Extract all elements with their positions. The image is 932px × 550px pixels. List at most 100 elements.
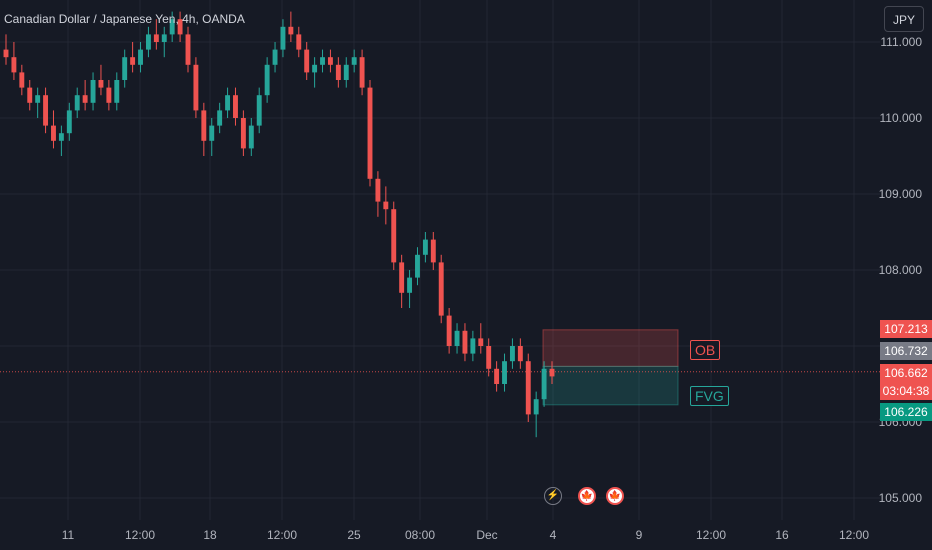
candle-body — [209, 125, 215, 141]
price-tick: 108.000 — [878, 263, 922, 277]
candle-body — [256, 95, 262, 126]
price-axis[interactable]: 111.000 110.000 109.000 108.000 106.000 … — [878, 0, 932, 520]
last-price-badge: 106.662 — [880, 364, 932, 382]
time-tick: 12:00 — [838, 528, 870, 542]
time-tick: 18 — [203, 528, 217, 542]
candle-body — [430, 239, 436, 263]
time-tick: 4 — [549, 528, 557, 542]
time-tick: 25 — [347, 528, 361, 542]
candle-body — [478, 338, 484, 346]
candle-body — [367, 87, 373, 179]
candle-body — [11, 57, 17, 73]
candle-body — [122, 57, 128, 80]
candle-body — [438, 262, 444, 316]
candle-body — [248, 125, 254, 149]
price-tick: 111.000 — [880, 35, 922, 49]
candle-body — [233, 95, 238, 118]
candle-body — [541, 368, 547, 400]
candle-body — [27, 87, 33, 103]
candle-body — [399, 262, 405, 293]
candle-body — [533, 399, 539, 415]
candle-body — [51, 125, 56, 141]
candle-body — [201, 110, 207, 141]
candle-body — [454, 330, 460, 346]
candle-body — [391, 209, 397, 263]
candle-body — [375, 178, 381, 202]
fvg-zone-label[interactable]: FVG — [690, 386, 729, 406]
lightning-event-icon[interactable]: ⚡ — [544, 487, 562, 505]
candle-body — [422, 239, 428, 255]
candle-body — [320, 57, 325, 65]
candlestick-chart[interactable] — [0, 0, 880, 520]
ob-zone-label[interactable]: OB — [690, 340, 721, 360]
candle-body — [462, 330, 468, 354]
candle-body — [3, 49, 9, 58]
canada-flag-event-icon[interactable]: 🍁 — [578, 487, 596, 505]
time-tick: 12:00 — [266, 528, 298, 542]
candle-body — [19, 72, 25, 88]
candle-body — [66, 110, 72, 134]
candle-body — [272, 49, 278, 65]
candle-body — [74, 95, 80, 111]
candle-body — [217, 110, 223, 126]
candle-body — [43, 95, 49, 126]
candle-body — [383, 201, 389, 210]
candle-body — [82, 95, 88, 103]
candle-body — [494, 368, 500, 384]
candle-body — [193, 64, 199, 111]
candle-body — [335, 64, 341, 80]
candle-body — [114, 80, 120, 103]
candle-body — [407, 277, 413, 293]
candle-body — [130, 57, 136, 65]
time-tick: 16 — [775, 528, 789, 542]
candle-body — [58, 133, 64, 141]
time-axis[interactable]: 11 12:00 18 12:00 25 08:00 Dec 4 9 12:00… — [0, 520, 880, 550]
candle-body — [470, 338, 476, 354]
ob-top-price-badge: 107.213 — [880, 320, 932, 338]
candle-body — [351, 57, 357, 65]
chart-title: Canadian Dollar / Japanese Yen, 4h, OAND… — [4, 12, 245, 26]
candle-body — [359, 57, 365, 88]
time-tick: Dec — [476, 528, 498, 542]
candle-body — [145, 34, 151, 50]
candle-body — [106, 87, 112, 103]
candle-body — [225, 95, 231, 111]
candle-body — [98, 80, 104, 88]
time-tick: 12:00 — [695, 528, 727, 542]
price-tick: 105.000 — [878, 491, 922, 505]
candle-body — [304, 49, 310, 73]
fvg-bottom-price-badge: 106.226 — [880, 403, 932, 421]
candle-body — [509, 346, 515, 362]
candle-body — [312, 64, 318, 73]
ob-bottom-price-badge: 106.732 — [880, 342, 932, 360]
time-tick: 9 — [635, 528, 643, 542]
price-tick: 109.000 — [878, 187, 922, 201]
countdown-badge: 03:04:38 — [880, 382, 932, 400]
candle-body — [517, 346, 523, 362]
time-tick: 12:00 — [124, 528, 156, 542]
candle-body — [90, 80, 96, 103]
fvg-zone — [542, 365, 679, 406]
candle-body — [138, 49, 143, 65]
candle-body — [280, 26, 286, 50]
candle-body — [415, 254, 420, 278]
candle-body — [502, 361, 507, 384]
candle-body — [446, 315, 452, 346]
candle-body — [161, 34, 167, 42]
candle-body — [343, 64, 349, 80]
candle-body — [169, 19, 175, 35]
candle-body — [153, 34, 159, 42]
currency-button[interactable]: JPY — [884, 6, 924, 32]
candle-body — [327, 57, 333, 65]
chart-pane[interactable]: Canadian Dollar / Japanese Yen, 4h, OAND… — [0, 0, 880, 520]
candle-body — [549, 368, 555, 377]
candle-body — [185, 34, 191, 65]
candle-body — [35, 95, 41, 103]
candle-body — [525, 361, 531, 415]
candle-body — [288, 26, 294, 35]
candle-body — [486, 346, 492, 369]
price-tick: 110.000 — [879, 111, 923, 125]
canada-flag-event-icon[interactable]: 🍁 — [606, 487, 624, 505]
candle-body — [264, 64, 270, 96]
ob-zone — [542, 329, 679, 367]
